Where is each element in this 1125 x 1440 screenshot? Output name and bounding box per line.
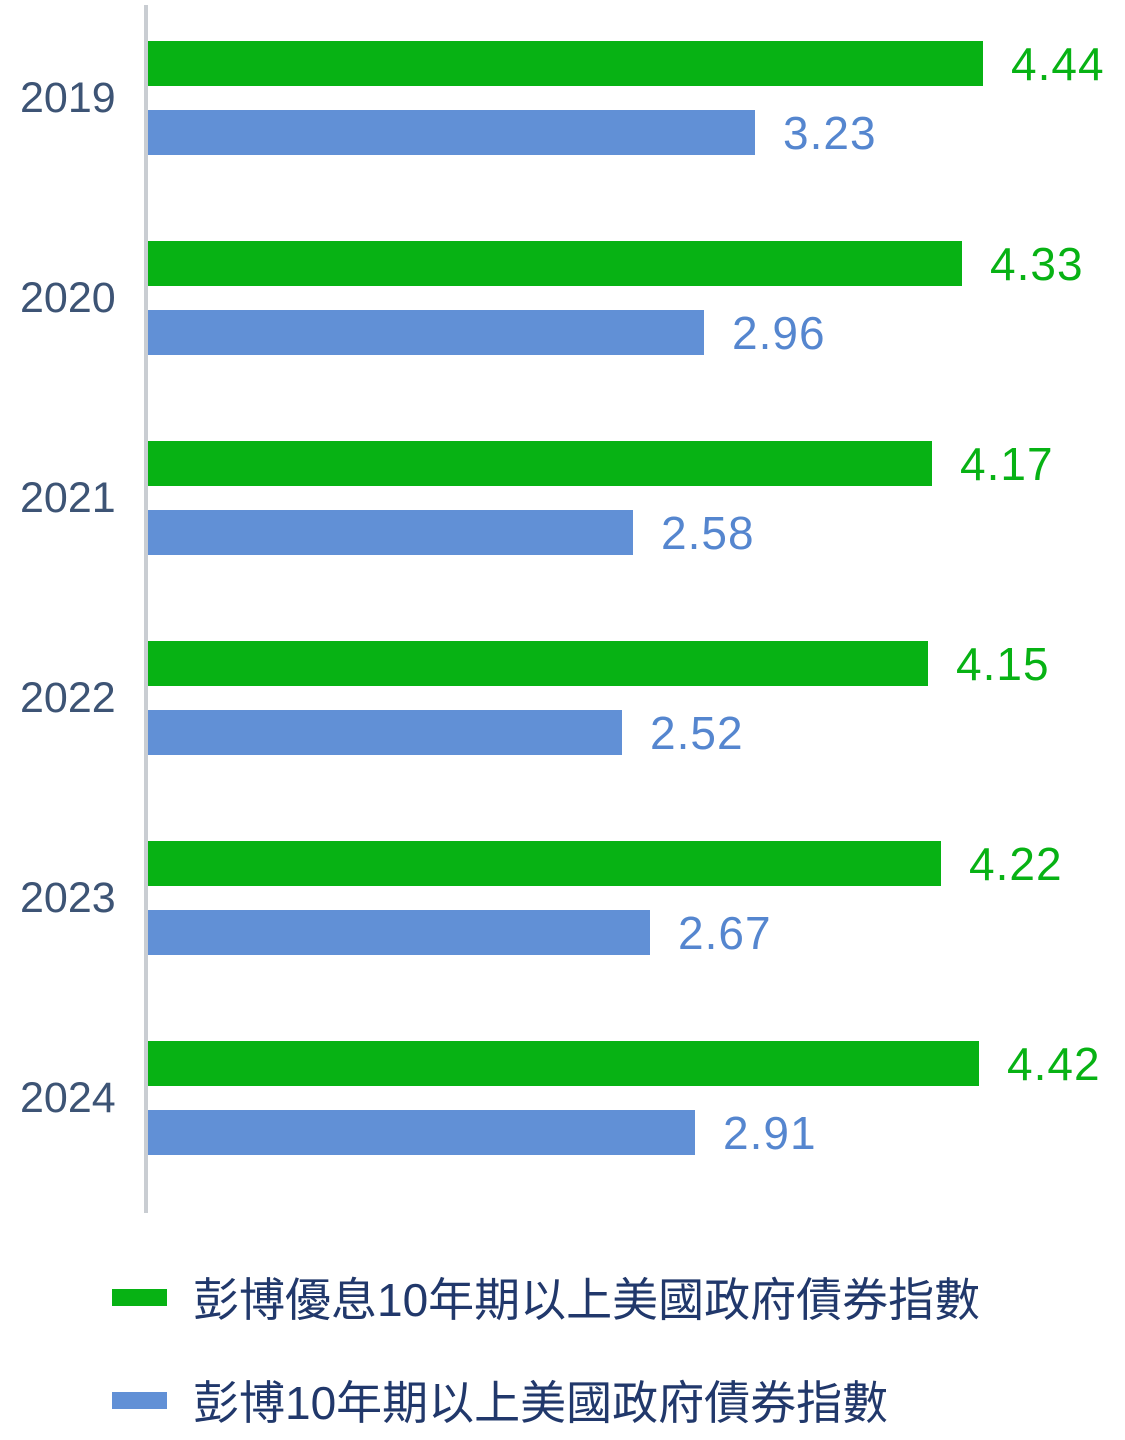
bar-2021-series-0 [148, 441, 932, 486]
category-label-2023: 2023 [20, 874, 116, 922]
value-label-2019-series-1: 3.23 [783, 106, 877, 159]
value-label-2020-series-0: 4.33 [990, 237, 1084, 290]
bar-2019-series-1 [148, 110, 755, 155]
category-label-2020: 2020 [20, 274, 116, 322]
bar-2020-series-0 [148, 241, 962, 286]
bar-2020-series-1 [148, 310, 704, 355]
value-label-2021-series-0: 4.17 [960, 437, 1054, 490]
value-label-2019-series-0: 4.44 [1011, 37, 1105, 90]
category-label-2022: 2022 [20, 674, 116, 722]
bar-2023-series-0 [148, 841, 941, 886]
category-label-2024: 2024 [20, 1074, 116, 1122]
value-label-2023-series-1: 2.67 [678, 906, 772, 959]
legend-label-green: 彭博優息10年期以上美國政府債券指數 [193, 1274, 981, 1326]
value-label-2022-series-1: 2.52 [650, 706, 744, 759]
value-label-2024-series-1: 2.91 [723, 1106, 817, 1159]
value-label-2022-series-0: 4.15 [956, 637, 1050, 690]
y-axis-line [144, 5, 148, 1213]
bar-2023-series-1 [148, 910, 650, 955]
category-label-2019: 2019 [20, 74, 116, 122]
bar-2022-series-1 [148, 710, 622, 755]
legend-item-blue: 彭博10年期以上美國政府債券指數 [112, 1375, 888, 1429]
value-label-2024-series-0: 4.42 [1007, 1037, 1101, 1090]
bar-2024-series-1 [148, 1110, 695, 1155]
bar-2021-series-1 [148, 510, 633, 555]
value-label-2021-series-1: 2.58 [661, 506, 755, 559]
value-label-2020-series-1: 2.96 [732, 306, 826, 359]
value-label-2023-series-0: 4.22 [969, 837, 1063, 890]
legend-item-green: 彭博優息10年期以上美國政府債券指數 [112, 1272, 980, 1326]
bar-2024-series-0 [148, 1041, 979, 1086]
legend-label-blue: 彭博10年期以上美國政府債券指數 [193, 1377, 889, 1429]
category-label-2021: 2021 [20, 474, 116, 522]
legend-swatch-green-icon [112, 1288, 167, 1306]
bar-2022-series-0 [148, 641, 928, 686]
bar-2019-series-0 [148, 41, 983, 86]
legend-swatch-blue-icon [112, 1391, 167, 1409]
